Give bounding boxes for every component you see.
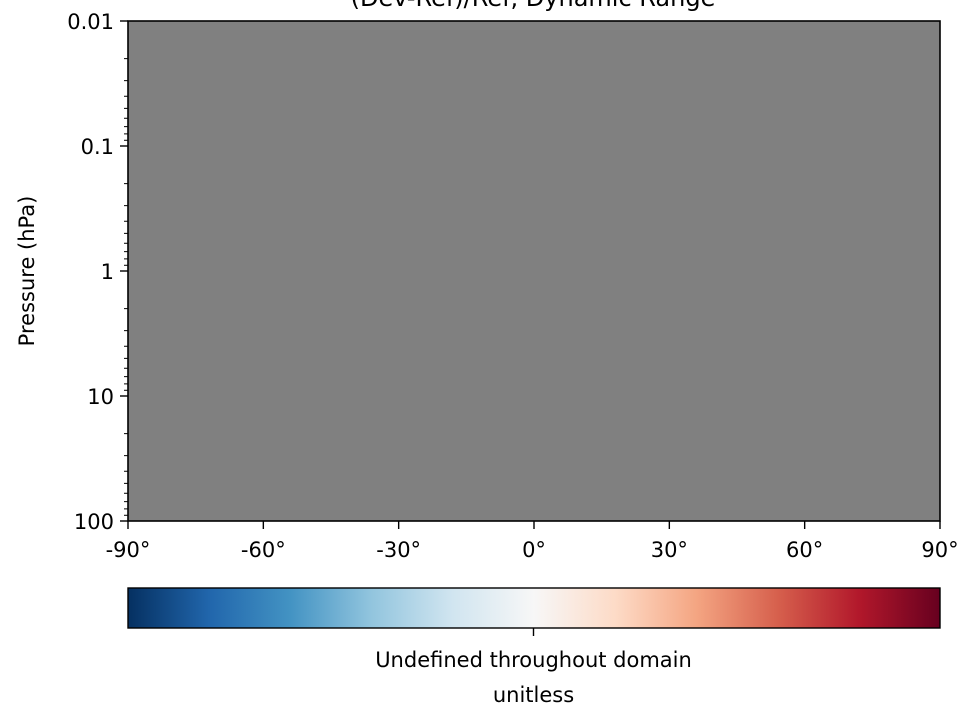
colorbar [127, 587, 941, 629]
y-axis: 0.01 0.1 1 10 100 [67, 10, 128, 534]
x-tick-label: -60° [241, 538, 286, 562]
colorbar-units-label: unitless [493, 683, 574, 707]
x-axis: -90° -60° -30° 0° 30° 60° 90° [106, 521, 959, 562]
y-tick-label: 0.01 [67, 10, 114, 34]
x-tick-label: -30° [376, 538, 421, 562]
x-tick-label: -90° [106, 538, 151, 562]
colorbar-tick-label: Undefined throughout domain [375, 648, 692, 672]
x-tick-label: 60° [786, 538, 823, 562]
y-tick-label: 10 [87, 385, 114, 409]
y-tick-label: 0.1 [81, 135, 114, 159]
x-tick-label: 30° [651, 538, 688, 562]
x-tick-label: 0° [522, 538, 546, 562]
y-axis-label: Pressure (hPa) [15, 196, 39, 347]
y-tick-label: 100 [74, 510, 114, 534]
chart-title: (Dev-Ref)/Ref, Dynamic Range [351, 0, 716, 12]
x-tick-label: 90° [921, 538, 958, 562]
data-field [128, 21, 940, 521]
y-tick-label: 1 [101, 260, 114, 284]
